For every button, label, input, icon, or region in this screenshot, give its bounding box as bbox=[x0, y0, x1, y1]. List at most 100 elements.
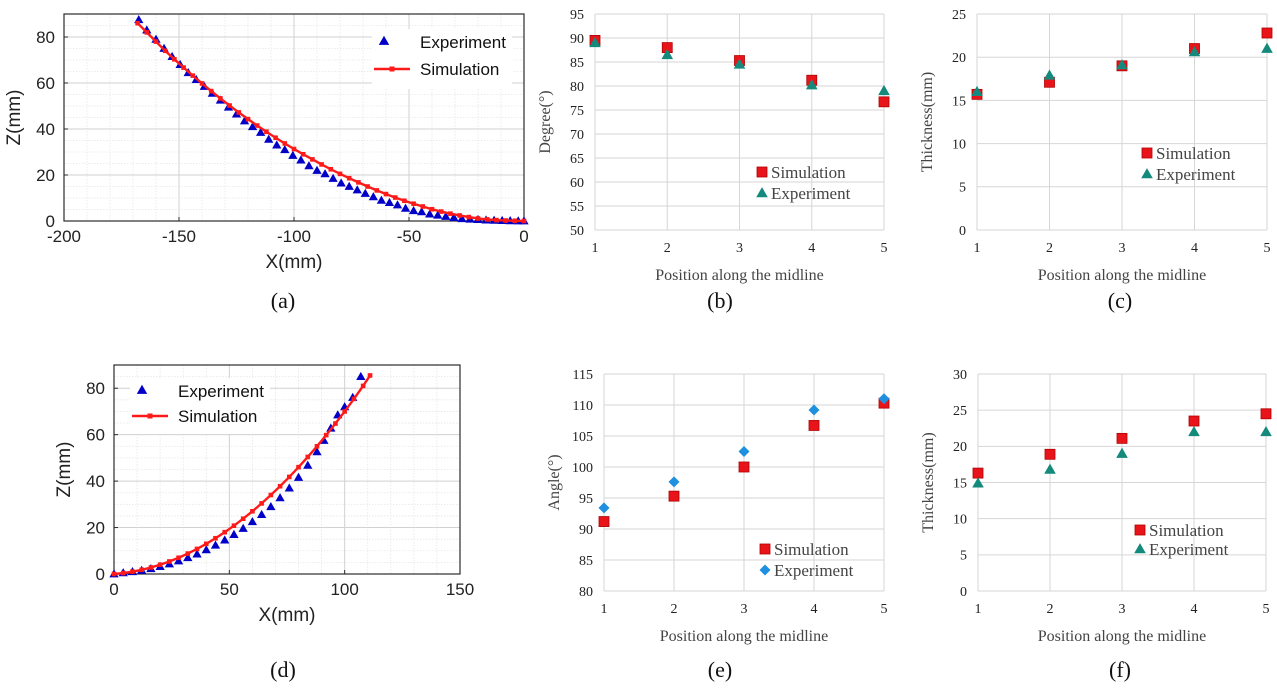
panel-label-b: (b) bbox=[707, 288, 733, 313]
chart-c: 1 2 3 4 5 0 5 10 15 20 25 Position along the midlin… bbox=[919, 8, 1273, 284]
data-point bbox=[374, 188, 380, 193]
data-point bbox=[190, 73, 196, 78]
data-point bbox=[1043, 69, 1056, 80]
data-point bbox=[167, 559, 172, 564]
data-point bbox=[972, 467, 984, 479]
x-tick-label: 3 bbox=[1119, 602, 1126, 617]
data-point bbox=[1116, 447, 1128, 458]
data-point bbox=[254, 123, 260, 128]
x-tick-label: 150 bbox=[446, 580, 474, 599]
data-point bbox=[365, 184, 370, 189]
data-point bbox=[1188, 425, 1200, 437]
y-tick-label: 0 bbox=[960, 585, 967, 600]
data-point bbox=[304, 161, 314, 170]
data-point bbox=[589, 36, 601, 48]
data-point bbox=[661, 48, 674, 60]
data-point bbox=[231, 523, 237, 528]
x-tick-label: 2 bbox=[671, 602, 678, 617]
data-point bbox=[352, 185, 362, 194]
data-point bbox=[305, 454, 311, 460]
y-tick-label: 95 bbox=[579, 492, 593, 507]
data-point bbox=[411, 201, 416, 207]
data-point bbox=[392, 200, 403, 209]
y-tick-label: 25 bbox=[953, 404, 967, 419]
data-point bbox=[1188, 46, 1201, 57]
x-tick-label: 1 bbox=[975, 602, 982, 617]
data-point bbox=[360, 188, 370, 197]
data-point bbox=[268, 492, 274, 498]
data-point bbox=[208, 88, 214, 94]
data-point bbox=[392, 195, 398, 200]
y-tick-label: 75 bbox=[570, 104, 584, 119]
y-tick-label: 15 bbox=[952, 94, 966, 109]
legend-label: Simulation bbox=[1156, 144, 1231, 163]
panel-label-f: (f) bbox=[1109, 657, 1131, 682]
data-point bbox=[266, 501, 276, 511]
data-point bbox=[310, 157, 315, 162]
data-point bbox=[247, 121, 258, 131]
series-experiment bbox=[134, 15, 529, 225]
y-tick-label: 25 bbox=[952, 8, 966, 23]
legend-label: Experiment bbox=[1156, 165, 1236, 184]
data-point bbox=[1188, 415, 1200, 427]
data-point bbox=[111, 571, 117, 577]
data-point bbox=[971, 85, 983, 97]
data-point bbox=[384, 197, 395, 207]
data-point bbox=[210, 540, 221, 549]
data-point bbox=[287, 474, 292, 480]
legend-label: Simulation bbox=[1149, 521, 1224, 540]
y-axis-label: Angle(°) bbox=[546, 454, 563, 510]
data-point bbox=[402, 198, 407, 204]
x-axis-label: X(mm) bbox=[259, 605, 316, 626]
legend-label: Simulation bbox=[420, 60, 499, 79]
legend-label: Simulation bbox=[774, 540, 849, 559]
data-point bbox=[148, 565, 154, 570]
chart-e: 1 2 3 4 5 80 85 90 95 100 105 110 115 Position along … bbox=[546, 368, 890, 645]
panel-label-c: (c) bbox=[1108, 288, 1132, 313]
data-point bbox=[417, 207, 427, 216]
data-point bbox=[449, 212, 459, 221]
data-point bbox=[738, 446, 750, 457]
data-point bbox=[420, 204, 426, 209]
data-point bbox=[300, 152, 306, 157]
data-point bbox=[194, 546, 200, 552]
data-point bbox=[668, 476, 680, 488]
legend-marker bbox=[756, 166, 768, 178]
data-point bbox=[1116, 59, 1128, 70]
y-tick-label: 15 bbox=[953, 476, 967, 491]
data-point bbox=[367, 373, 373, 378]
data-point bbox=[139, 567, 144, 573]
y-tick-label: 100 bbox=[572, 461, 593, 476]
y-tick-label: 40 bbox=[36, 120, 55, 139]
data-point bbox=[1260, 408, 1272, 420]
legend-marker bbox=[756, 187, 768, 198]
y-tick-label: 20 bbox=[36, 166, 55, 185]
data-point bbox=[293, 472, 304, 481]
data-point bbox=[1261, 27, 1273, 39]
data-point bbox=[383, 191, 389, 197]
series-simulation bbox=[972, 408, 1272, 479]
data-point bbox=[972, 477, 984, 488]
legend-box bbox=[130, 378, 270, 434]
data-point bbox=[484, 217, 490, 222]
y-tick-label: 55 bbox=[570, 200, 584, 215]
data-point bbox=[176, 555, 181, 561]
chart-d: 0 50 100 150 0 20 40 60 80 X(mm) Z(mm) Experiment Si… bbox=[54, 364, 474, 626]
x-axis-label: Position along the midline bbox=[655, 267, 823, 284]
x-tick-label: 2 bbox=[664, 241, 671, 256]
axes-frame bbox=[113, 364, 461, 575]
series-experiment bbox=[971, 42, 1273, 97]
y-tick-label: 80 bbox=[86, 379, 105, 398]
legend-marker bbox=[1141, 168, 1153, 179]
data-point bbox=[344, 181, 354, 190]
data-point bbox=[598, 502, 610, 514]
data-point bbox=[275, 493, 285, 502]
data-point bbox=[457, 213, 462, 218]
y-tick-label: 95 bbox=[570, 8, 584, 23]
data-point bbox=[512, 218, 518, 224]
data-point bbox=[408, 205, 419, 215]
data-point bbox=[1261, 42, 1273, 53]
